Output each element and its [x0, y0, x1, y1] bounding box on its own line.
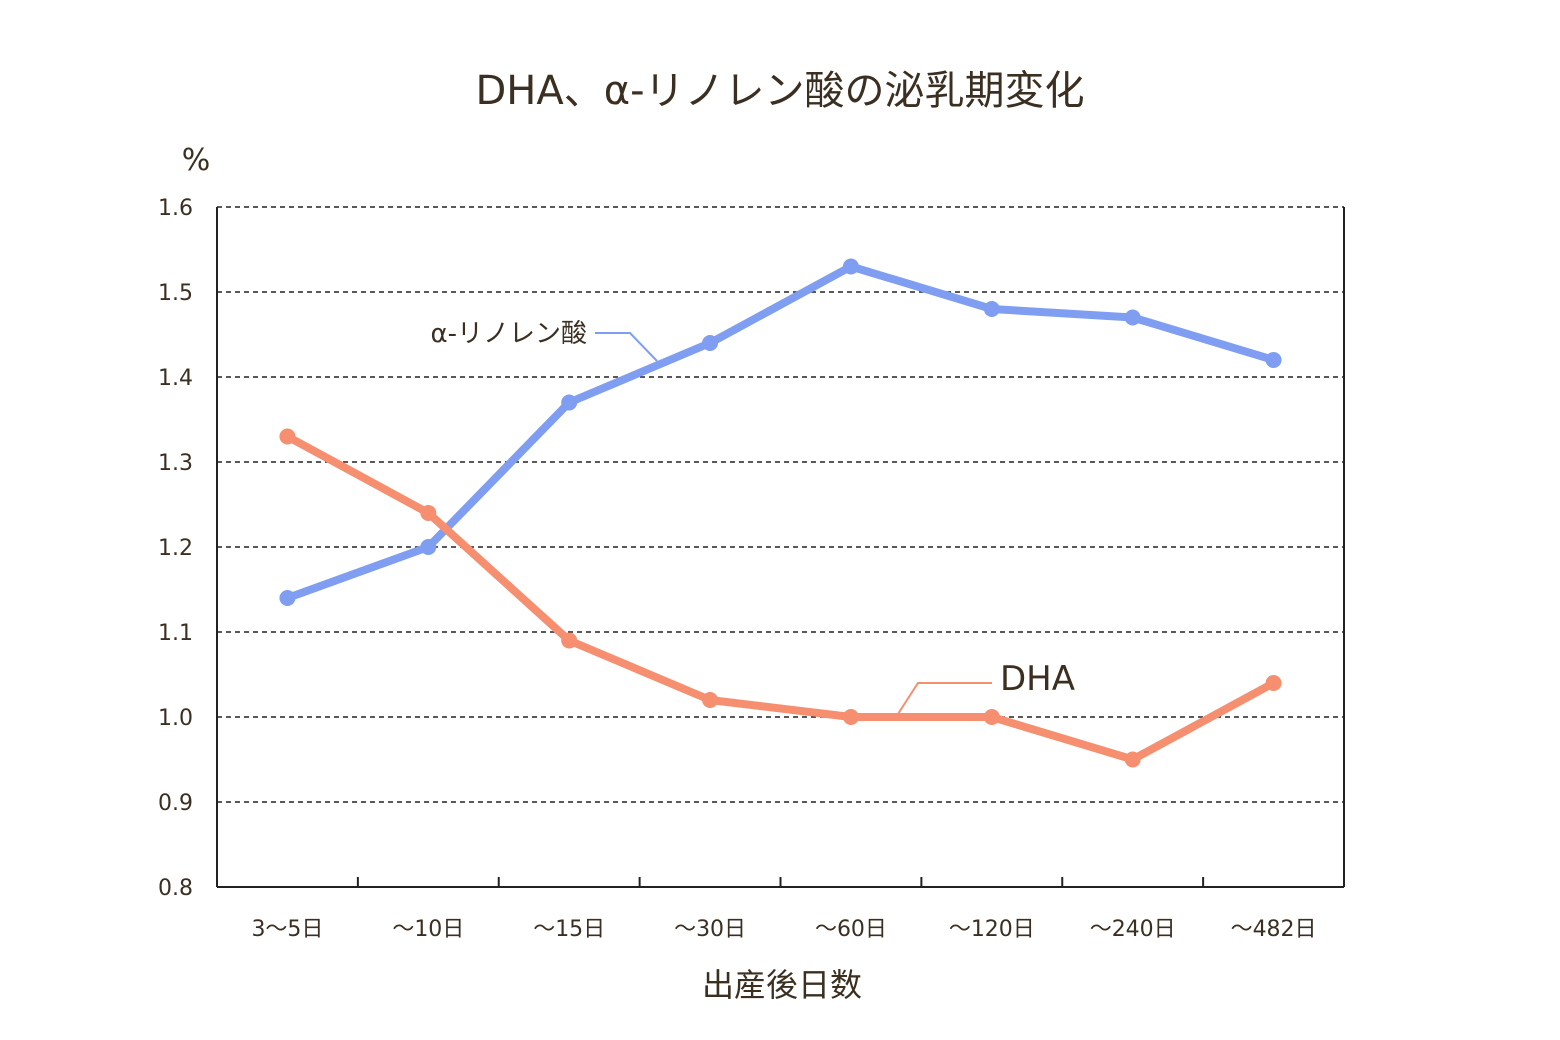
series-label-1: DHA — [1000, 659, 1075, 699]
series-1 — [279, 428, 1282, 768]
data-point-1-1 — [420, 505, 437, 521]
x-tick-label-5: 〜120日 — [949, 917, 1035, 942]
data-point-0-6 — [1124, 309, 1141, 326]
data-point-1-3 — [702, 692, 719, 708]
x-tick-label-0: 3〜5日 — [251, 917, 323, 942]
gridlines — [217, 206, 1344, 803]
x-tick-label-7: 〜482日 — [1231, 917, 1317, 942]
x-axis-label: 出産後日数 — [702, 966, 862, 1004]
x-tick-labels: 3〜5日 〜10日 〜15日 〜30日 〜60日 〜120日 〜240日 〜482日 — [251, 917, 1316, 942]
data-point-0-0 — [279, 590, 296, 606]
data-point-0-1 — [420, 539, 437, 555]
data-point-1-6 — [1124, 751, 1141, 768]
x-tick-label-4: 〜60日 — [815, 917, 887, 942]
y-tick-label-1: 0.9 — [158, 791, 193, 816]
series-line-1 — [283, 432, 1278, 764]
series-callouts: α-リノレン酸 DHA — [430, 319, 1075, 718]
x-tick-label-2: 〜15日 — [533, 917, 605, 942]
chart-title: DHA、α-リノレン酸の泌乳期変化 — [475, 68, 1084, 114]
data-point-0-5 — [983, 301, 1000, 317]
axes — [216, 207, 1345, 888]
data-point-1-7 — [1265, 675, 1282, 691]
y-tick-label-5: 1.3 — [158, 451, 193, 476]
data-point-0-2 — [561, 394, 578, 411]
data-point-1-4 — [842, 709, 859, 725]
y-tick-label-0: 0.8 — [158, 876, 193, 901]
data-point-0-4 — [842, 258, 859, 275]
callout-leader-0 — [595, 332, 658, 362]
x-tick-label-6: 〜240日 — [1090, 917, 1176, 942]
series-line-0 — [283, 262, 1278, 602]
callout-leader-1 — [895, 682, 992, 718]
y-tick-label-6: 1.4 — [158, 366, 193, 391]
y-tick-labels: 0.8 0.9 1.0 1.1 1.2 1.3 1.4 1.5 1.6 — [158, 196, 193, 901]
data-point-1-0 — [279, 428, 296, 445]
y-tick-label-3: 1.1 — [158, 621, 193, 646]
y-axis-unit-label: % — [182, 143, 211, 178]
data-point-0-3 — [702, 335, 719, 351]
y-tick-label-2: 1.0 — [158, 706, 193, 731]
series-label-0: α-リノレン酸 — [430, 319, 587, 349]
y-tick-label-8: 1.6 — [158, 196, 193, 221]
x-tick-label-3: 〜30日 — [674, 917, 746, 942]
data-point-0-7 — [1265, 352, 1282, 368]
series-lines — [279, 258, 1282, 768]
series-0 — [279, 258, 1282, 606]
x-tick-label-1: 〜10日 — [392, 917, 464, 942]
y-tick-label-4: 1.2 — [158, 536, 193, 561]
data-point-1-2 — [561, 632, 578, 649]
data-point-1-5 — [983, 709, 1000, 725]
y-tick-label-7: 1.5 — [158, 281, 193, 306]
